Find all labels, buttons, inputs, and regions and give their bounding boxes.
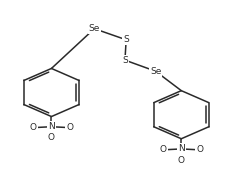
Text: O: O — [48, 133, 55, 142]
Text: O: O — [159, 145, 166, 154]
Text: S: S — [122, 56, 128, 65]
Text: S: S — [123, 35, 129, 44]
Text: Se: Se — [89, 24, 100, 33]
Text: O: O — [30, 123, 37, 132]
Text: Se: Se — [150, 67, 161, 76]
Text: O: O — [178, 156, 185, 164]
Text: O: O — [66, 123, 73, 132]
Text: O: O — [196, 145, 203, 154]
Text: N: N — [48, 122, 55, 131]
Text: N: N — [178, 144, 185, 153]
